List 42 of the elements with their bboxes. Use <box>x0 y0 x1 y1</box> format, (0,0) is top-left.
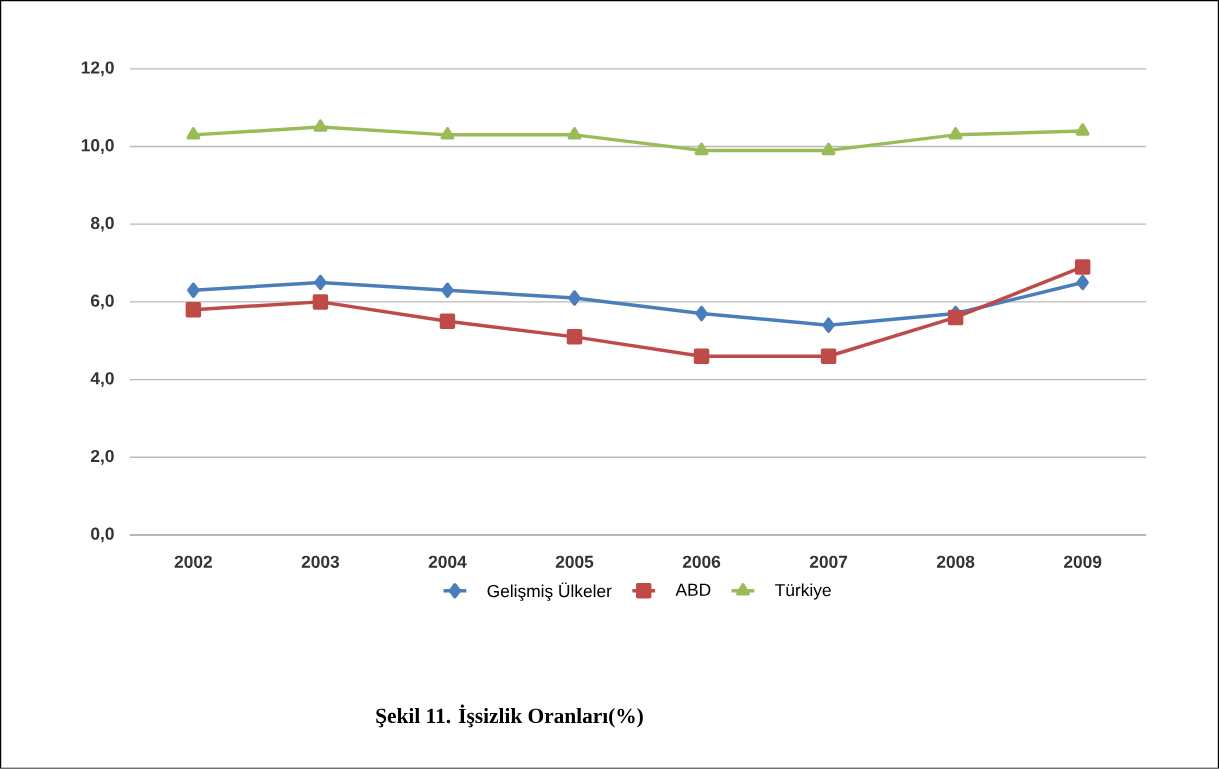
legend-label: Türkiye <box>775 583 831 600</box>
x-tick-label: 2009 <box>1063 555 1102 569</box>
y-tick-label: 2,0 <box>90 449 114 465</box>
point <box>566 329 583 345</box>
y-tick-label: 10,0 <box>81 139 114 154</box>
x-tick-label: 2005 <box>555 555 594 569</box>
x-tick-label: 2002 <box>174 555 212 569</box>
y-tick-label: 8,0 <box>90 216 114 232</box>
point <box>821 142 836 156</box>
x-tick-label: 2007 <box>809 555 848 569</box>
y-tick-label: 6,0 <box>90 294 114 310</box>
point <box>1075 123 1090 136</box>
x-tick-label: 2008 <box>936 555 975 569</box>
point <box>948 127 963 140</box>
x-tick-label: 2006 <box>682 555 721 569</box>
text: Şekil 11. İşsizlik Oranları(%) <box>376 704 643 728</box>
point <box>187 282 200 299</box>
point <box>695 305 708 322</box>
y-tick-label: 12,0 <box>81 61 114 77</box>
point <box>185 302 202 318</box>
point <box>1076 274 1089 291</box>
x-tick-label: 2003 <box>301 555 340 569</box>
legend-label: ABD <box>675 583 711 596</box>
y-tick-label: 0,0 <box>91 527 114 543</box>
point <box>313 119 328 132</box>
point <box>568 290 581 306</box>
point <box>693 348 710 365</box>
point <box>312 294 329 310</box>
point <box>314 274 327 291</box>
point <box>822 317 835 334</box>
point <box>1074 259 1091 275</box>
y-tick-label: 4,0 <box>90 372 114 388</box>
point <box>694 142 709 156</box>
point <box>820 348 837 365</box>
legend-label: Gelişmiş Ülkeler <box>487 582 612 601</box>
point <box>439 313 456 330</box>
point <box>441 282 454 299</box>
point <box>567 127 582 140</box>
x-tick-label: 2004 <box>428 555 467 569</box>
point <box>947 309 964 326</box>
point <box>186 127 201 140</box>
point <box>440 127 455 140</box>
